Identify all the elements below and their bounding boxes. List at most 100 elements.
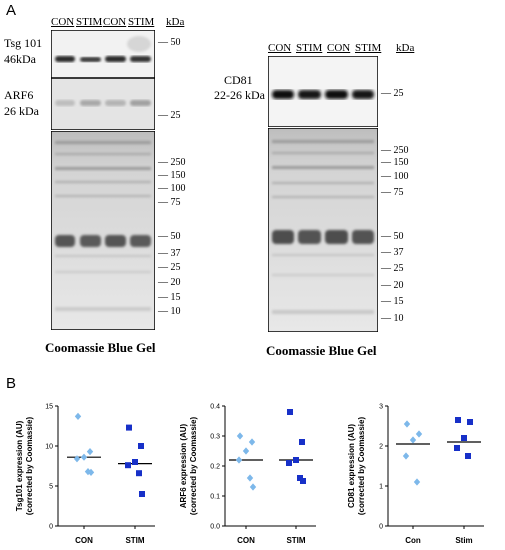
y-tick-label: 5 bbox=[49, 484, 53, 491]
data-point-con bbox=[73, 455, 81, 463]
data-point-con bbox=[249, 483, 257, 491]
lane-label: STIM bbox=[128, 16, 155, 28]
y-tick-label: 0.1 bbox=[210, 494, 220, 501]
y-tick-label: 0.4 bbox=[210, 404, 220, 411]
mw-marker-value: 250 bbox=[170, 157, 186, 168]
blot-label-line1: Tsg 101 bbox=[4, 36, 43, 50]
lane-label: STIM bbox=[355, 42, 382, 54]
coomassie-gel-left bbox=[51, 131, 155, 330]
y-tick-label: 2 bbox=[379, 444, 383, 451]
mw-marker-value: 15 bbox=[170, 292, 181, 303]
x-category-label: Stim bbox=[455, 536, 472, 545]
data-point-con bbox=[403, 420, 411, 428]
data-point-stim bbox=[467, 419, 473, 425]
mw-marker-value: 100 bbox=[393, 171, 409, 182]
mw-marker-value: 10 bbox=[170, 306, 181, 317]
gel-caption: Coomassie Blue Gel bbox=[45, 340, 156, 355]
mw-marker: — 15 bbox=[158, 292, 181, 303]
data-point-stim bbox=[125, 462, 131, 469]
data-point-stim bbox=[455, 417, 461, 423]
data-point-stim bbox=[139, 491, 145, 497]
y-tick-label: 0 bbox=[49, 524, 53, 531]
mw-marker: — 100 bbox=[158, 183, 186, 194]
mw-marker: — 15 bbox=[381, 296, 404, 307]
lane-label: STIM bbox=[296, 42, 323, 54]
mw-marker-value: 50 bbox=[170, 231, 181, 242]
mw-marker: — 50 bbox=[158, 37, 181, 48]
lane-label: CON bbox=[51, 16, 75, 28]
mw-marker-value: 37 bbox=[170, 248, 181, 259]
x-category-label: CON bbox=[75, 536, 93, 545]
mw-marker: — 75 bbox=[158, 197, 181, 208]
y-tick-label: 1 bbox=[379, 484, 383, 491]
blot-label-line2: 46kDa bbox=[4, 52, 36, 66]
mw-marker-value: 50 bbox=[170, 37, 181, 48]
x-category-label: Con bbox=[405, 536, 421, 545]
cd81-blot bbox=[268, 56, 378, 127]
mw-marker-value: 25 bbox=[170, 262, 181, 273]
y-axis-title-sub: (corrected by Coomassie) bbox=[189, 417, 198, 516]
kda-header: kDa bbox=[166, 16, 185, 28]
mw-marker-value: 50 bbox=[393, 231, 404, 242]
lane-label: CON bbox=[268, 42, 292, 54]
mw-marker: — 37 bbox=[158, 248, 181, 259]
mw-marker-value: 100 bbox=[170, 183, 186, 194]
data-point-stim bbox=[132, 459, 138, 465]
blot-label-line2: 26 kDa bbox=[4, 104, 39, 118]
mw-marker: — 25 bbox=[158, 262, 181, 273]
data-point-stim bbox=[126, 424, 132, 431]
mw-marker-value: 25 bbox=[393, 88, 404, 99]
data-point-con bbox=[86, 448, 94, 456]
mw-marker: — 250 bbox=[158, 157, 186, 168]
data-point-con bbox=[74, 412, 82, 420]
y-tick-label: 3 bbox=[379, 404, 383, 411]
panel-a-letter: A bbox=[6, 2, 17, 19]
data-point-stim bbox=[454, 445, 460, 451]
data-point-con bbox=[242, 447, 250, 455]
blot-label-line1: ARF6 bbox=[4, 88, 34, 102]
data-point-stim bbox=[299, 439, 305, 445]
mw-marker: — 250 bbox=[381, 145, 409, 156]
mw-marker-value: 150 bbox=[393, 157, 409, 168]
mw-marker-value: 250 bbox=[393, 145, 409, 156]
lane-label: CON bbox=[103, 16, 127, 28]
data-point-con bbox=[246, 474, 254, 482]
gel-caption: Coomassie Blue Gel bbox=[266, 343, 377, 358]
data-point-con bbox=[236, 432, 244, 440]
mw-marker-value: 15 bbox=[393, 296, 404, 307]
data-point-stim bbox=[286, 460, 292, 466]
y-tick-label: 0.3 bbox=[210, 434, 220, 441]
mw-marker: — 150 bbox=[381, 157, 409, 168]
data-point-stim bbox=[136, 470, 142, 477]
mw-marker: — 10 bbox=[158, 306, 181, 317]
coomassie-gel-right bbox=[268, 128, 378, 332]
data-point-stim bbox=[465, 453, 471, 459]
x-category-label: STIM bbox=[125, 536, 144, 545]
y-axis-title: Tsg101 expression (AU) bbox=[15, 420, 24, 511]
data-point-con bbox=[80, 453, 88, 461]
y-axis-title-sub: (corrected by Coomassie) bbox=[357, 417, 366, 516]
data-point-stim bbox=[293, 457, 299, 463]
mw-marker-value: 25 bbox=[393, 263, 404, 274]
data-point-con bbox=[409, 436, 417, 444]
arf6-blot bbox=[51, 78, 155, 130]
data-point-stim bbox=[287, 409, 293, 415]
blot-label-line1: CD81 bbox=[224, 73, 253, 87]
panel-b-letter: B bbox=[6, 375, 17, 392]
mw-marker-value: 75 bbox=[393, 187, 404, 198]
y-tick-label: 10 bbox=[45, 444, 53, 451]
mw-marker-value: 20 bbox=[170, 277, 181, 288]
data-point-con bbox=[235, 456, 243, 464]
data-point-con bbox=[415, 430, 423, 438]
data-point-stim bbox=[138, 443, 144, 449]
y-tick-label: 15 bbox=[45, 404, 53, 411]
blot-label-line2: 22-26 kDa bbox=[214, 88, 265, 102]
mw-marker-value: 75 bbox=[170, 197, 181, 208]
data-point-con bbox=[413, 478, 421, 486]
y-axis-title-sub: (corrected by Coomassie) bbox=[25, 417, 34, 516]
y-tick-label: 0.0 bbox=[210, 524, 220, 531]
mw-marker: — 25 bbox=[381, 88, 404, 99]
y-axis-title: CD81 expression (AU) bbox=[347, 424, 356, 508]
